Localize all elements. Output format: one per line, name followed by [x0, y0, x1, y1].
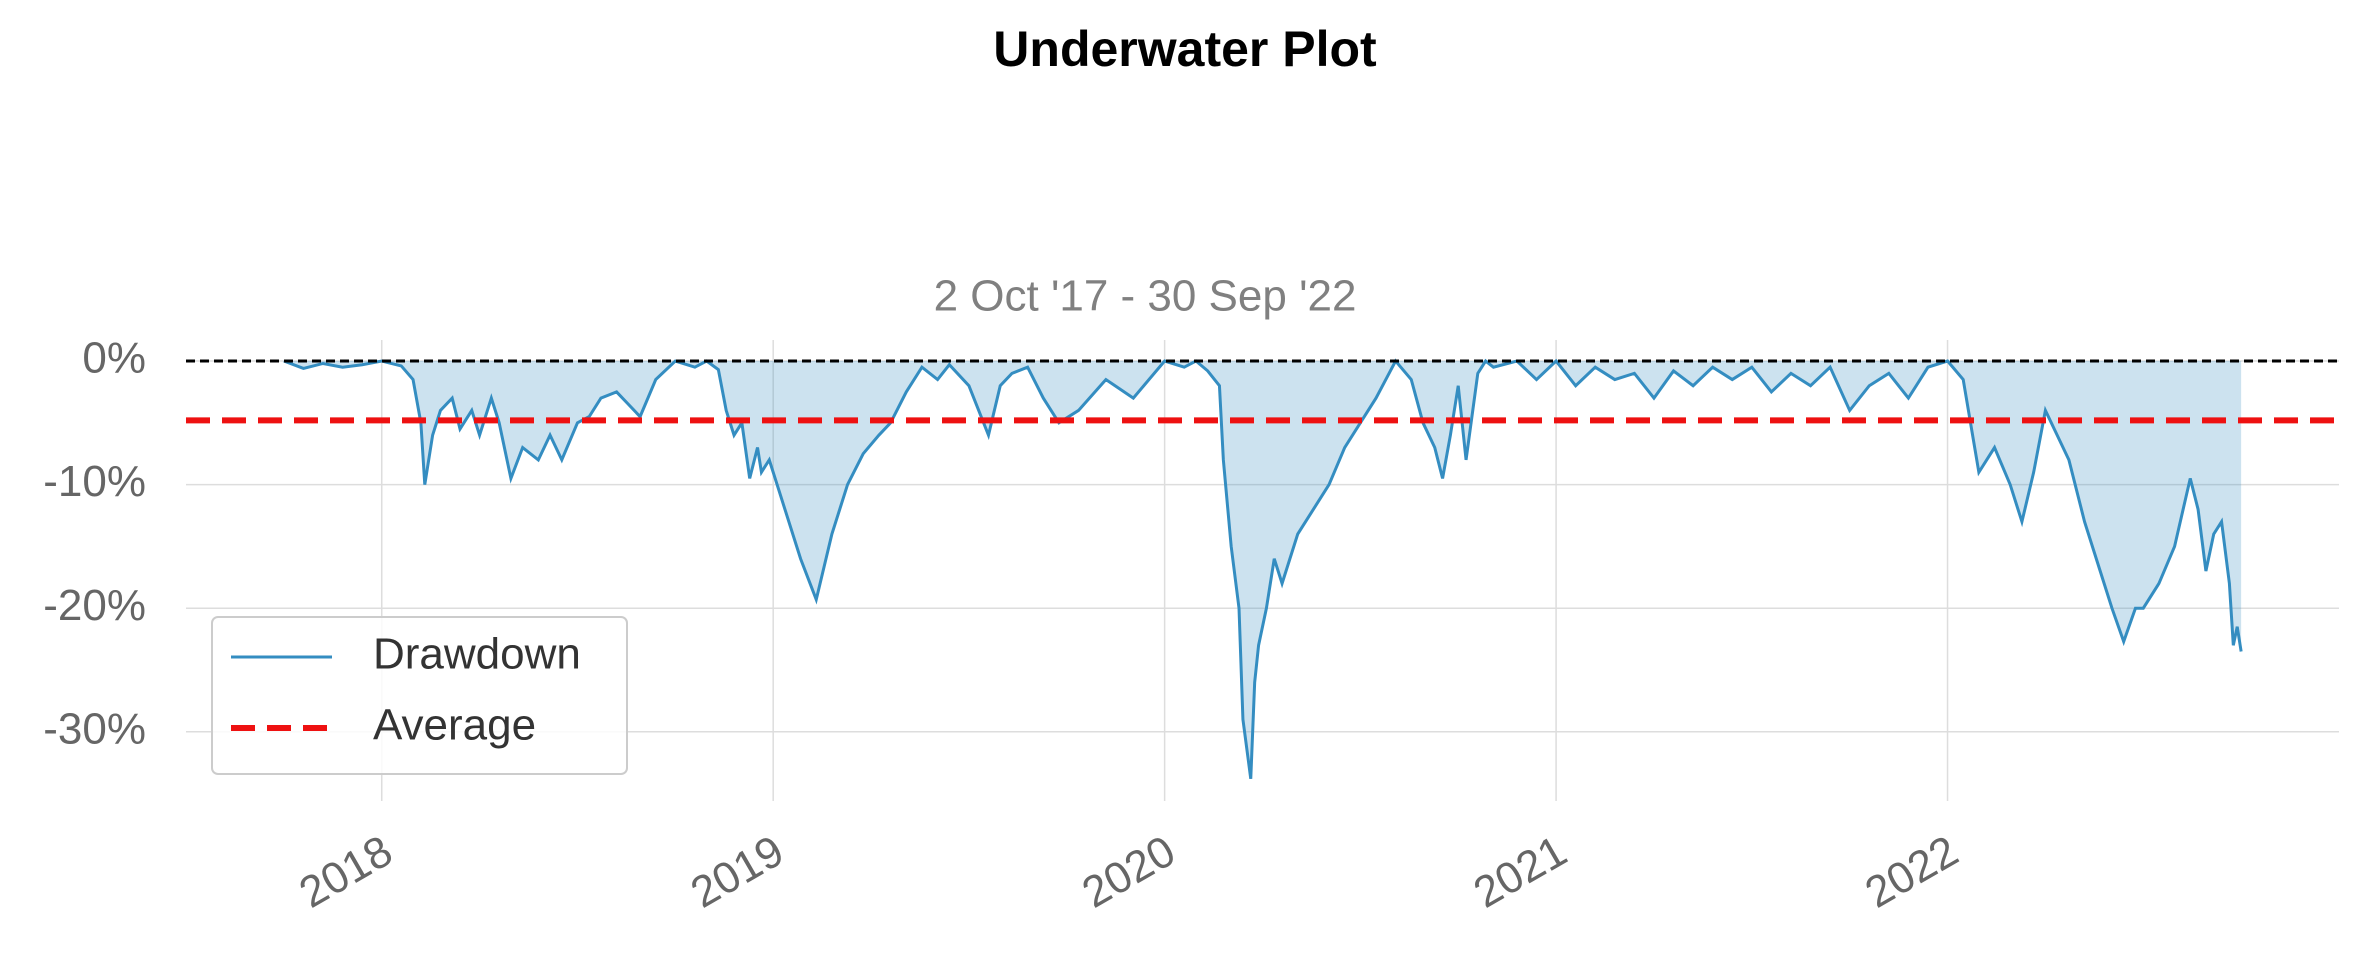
drawdown-line	[283, 358, 2243, 779]
y-tick-label: -30%	[43, 704, 146, 753]
legend-label: Average	[373, 701, 536, 750]
legend-label: Drawdown	[373, 630, 581, 679]
x-tick-label: 2019	[683, 826, 792, 917]
x-tick-label: 2020	[1074, 826, 1183, 917]
y-tick-label: -10%	[43, 457, 146, 506]
chart-subtitle: 2 Oct '17 - 30 Sep '22	[934, 272, 1357, 321]
x-tick-label: 2018	[291, 826, 400, 917]
y-tick-label: 0%	[82, 334, 146, 383]
x-tick-label: 2022	[1857, 826, 1966, 917]
drawdown-fill	[283, 361, 2242, 779]
legend: Drawdown Average	[211, 616, 628, 775]
x-tick-label: 2021	[1466, 826, 1575, 917]
y-tick-label: -20%	[43, 581, 146, 630]
chart-title: Underwater Plot	[993, 21, 1377, 77]
